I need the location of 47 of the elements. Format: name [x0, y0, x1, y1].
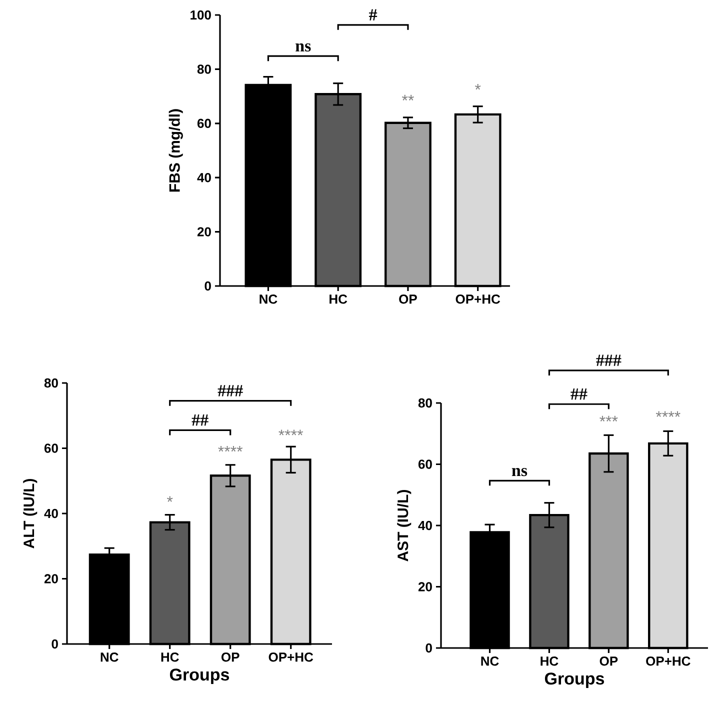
x-tick-label: OP — [221, 652, 240, 662]
x-axis-title: Groups — [170, 668, 230, 684]
y-tick-label: 20 — [418, 582, 432, 592]
x-tick-label: HC — [540, 656, 558, 666]
y-axis-title: FBS (mg/dl) — [168, 109, 183, 192]
x-tick-label: OP — [399, 294, 417, 304]
y-tick-label: 60 — [418, 460, 432, 469]
y-tick-label: 40 — [44, 508, 58, 518]
annotation: * — [166, 496, 173, 502]
x-tick-label: OP+HC — [646, 656, 690, 666]
x-tick-label: HC — [161, 652, 179, 662]
x-tick-label: NC — [100, 652, 118, 662]
annotation: **** — [278, 430, 304, 436]
y-tick-label: 0 — [204, 281, 211, 291]
y-tick-label: 80 — [418, 398, 432, 408]
y-axis-title: AST (IU/L) — [397, 490, 412, 562]
y-tick-label: 40 — [197, 172, 211, 182]
x-axis-title: Groups — [544, 672, 604, 688]
x-tick-label: NC — [260, 294, 278, 304]
annotation: # — [369, 9, 378, 20]
text: ### — [596, 354, 622, 366]
y-tick-label: 40 — [418, 520, 432, 530]
x-tick-label: OP+HC — [456, 294, 500, 304]
text: ## — [570, 388, 588, 400]
annotation: ### — [218, 385, 243, 396]
x-tick-label: HC — [330, 294, 348, 304]
annotation: **** — [218, 446, 243, 452]
y-tick-label: 80 — [197, 64, 211, 74]
annotation: ns — [512, 468, 528, 476]
x-tick-label: OP — [600, 656, 618, 666]
x-tick-label: OP+HC — [268, 652, 314, 662]
y-tick-label: 60 — [44, 444, 58, 453]
y-tick-label: 80 — [44, 378, 58, 388]
annotation: ** — [402, 94, 414, 100]
annotation: ## — [192, 414, 208, 426]
y-tick-label: 20 — [44, 574, 58, 584]
y-tick-label: 60 — [197, 118, 211, 128]
annotation: *** — [600, 416, 618, 422]
annotation: * — [474, 84, 481, 90]
y-tick-label: 100 — [190, 10, 211, 20]
y-tick-label: 0 — [426, 643, 432, 653]
annotation: **** — [656, 411, 680, 417]
y-axis-title: ALT (IU/L) — [23, 478, 38, 548]
x-tick-label: NC — [481, 656, 499, 666]
y-tick-label: 20 — [197, 227, 211, 236]
annotation: ns — [296, 43, 311, 52]
y-tick-label: 0 — [52, 639, 58, 649]
